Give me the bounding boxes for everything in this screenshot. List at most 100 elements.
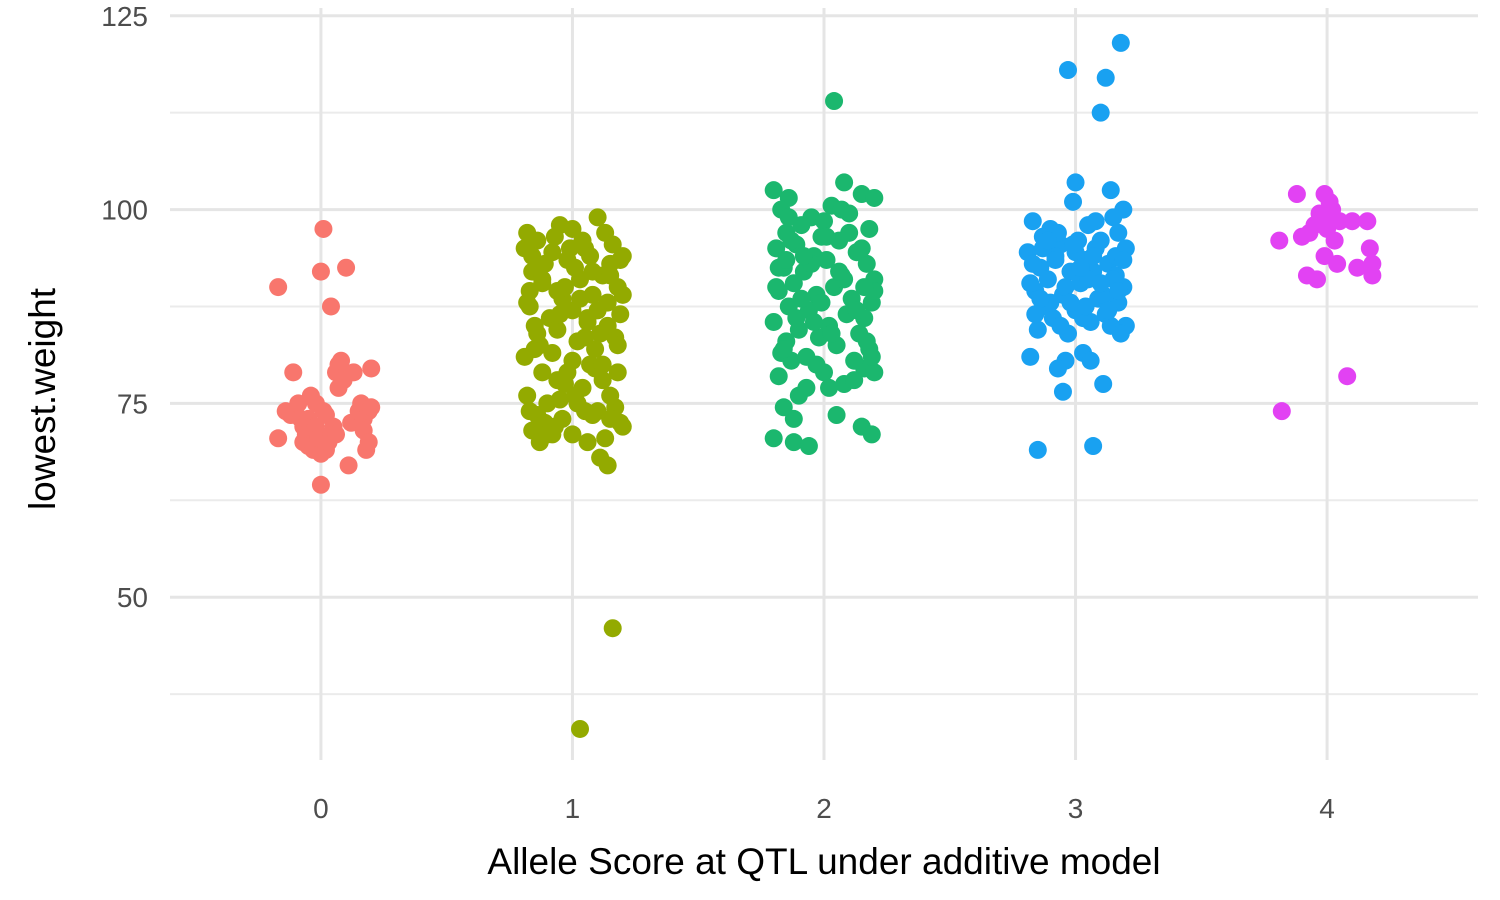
data-point xyxy=(1360,239,1379,258)
y-axis-tick-labels: 50 75 100 125 xyxy=(101,1,148,613)
data-point xyxy=(1021,347,1040,366)
data-point xyxy=(583,262,602,281)
data-point xyxy=(563,219,582,238)
data-point xyxy=(1021,274,1040,293)
data-point xyxy=(581,355,600,374)
data-point xyxy=(1114,250,1133,269)
data-point xyxy=(329,378,348,397)
data-point xyxy=(1038,231,1057,250)
data-point xyxy=(1028,320,1047,339)
data-point xyxy=(520,402,539,421)
data-point xyxy=(515,347,534,366)
data-point xyxy=(591,448,610,467)
data-point xyxy=(1328,254,1347,273)
data-point xyxy=(596,429,615,448)
data-point xyxy=(1028,440,1047,459)
data-point xyxy=(774,398,793,417)
data-point xyxy=(840,223,859,242)
data-point xyxy=(571,719,590,738)
data-point xyxy=(1323,208,1342,227)
data-point xyxy=(1348,258,1367,277)
data-point xyxy=(822,324,841,343)
data-point xyxy=(565,258,584,277)
grid-lines xyxy=(170,8,1478,760)
data-point xyxy=(779,208,798,227)
data-point xyxy=(1109,223,1128,242)
x-axis-tick-labels: 0 1 2 3 4 xyxy=(313,793,1335,824)
data-point xyxy=(1064,235,1083,254)
data-point xyxy=(1071,258,1090,277)
data-point xyxy=(812,293,831,312)
data-point xyxy=(1031,289,1050,308)
data-point xyxy=(1091,231,1110,250)
data-point xyxy=(862,347,881,366)
data-point xyxy=(1023,254,1042,273)
data-point xyxy=(1048,359,1067,378)
data-point xyxy=(548,320,567,339)
data-point xyxy=(1051,316,1070,335)
data-point xyxy=(1287,185,1306,204)
data-point xyxy=(1064,192,1083,211)
data-point xyxy=(284,363,303,382)
data-point xyxy=(1096,68,1115,87)
data-point xyxy=(269,429,288,448)
data-point xyxy=(860,219,879,238)
data-point xyxy=(611,413,630,432)
x-axis-title: Allele Score at QTL under additive model xyxy=(487,841,1160,882)
data-point xyxy=(518,293,537,312)
data-point xyxy=(862,425,881,444)
data-point xyxy=(586,340,605,359)
data-point xyxy=(797,378,816,397)
data-point xyxy=(1292,227,1311,246)
data-point xyxy=(344,363,363,382)
y-tick-label: 50 xyxy=(117,582,148,613)
data-point xyxy=(548,281,567,300)
data-point xyxy=(1099,301,1118,320)
data-point xyxy=(583,406,602,425)
data-point xyxy=(337,258,356,277)
data-point xyxy=(764,429,783,448)
data-point xyxy=(311,262,330,281)
data-point xyxy=(1272,402,1291,421)
x-tick-label: 0 xyxy=(313,793,329,824)
x-tick-label: 3 xyxy=(1068,793,1084,824)
data-point xyxy=(608,363,627,382)
data-point xyxy=(784,274,803,293)
data-point xyxy=(543,343,562,362)
data-point xyxy=(269,278,288,297)
data-point xyxy=(611,250,630,269)
data-point xyxy=(563,351,582,370)
data-point xyxy=(1091,103,1110,122)
data-point xyxy=(865,363,884,382)
data-point xyxy=(578,433,597,452)
data-point xyxy=(311,475,330,494)
data-point xyxy=(797,347,816,366)
data-point xyxy=(1023,212,1042,231)
data-point xyxy=(1363,266,1382,285)
x-tick-label: 1 xyxy=(565,793,581,824)
data-point xyxy=(764,181,783,200)
data-point xyxy=(767,239,786,258)
data-point xyxy=(847,301,866,320)
data-point xyxy=(327,425,346,444)
data-point xyxy=(804,312,823,331)
data-point xyxy=(769,367,788,386)
data-point xyxy=(857,332,876,351)
data-point xyxy=(538,425,557,444)
data-point xyxy=(1111,33,1130,52)
data-point xyxy=(608,336,627,355)
data-point xyxy=(593,355,612,374)
data-point xyxy=(832,200,851,219)
data-point xyxy=(845,371,864,390)
data-point xyxy=(767,278,786,297)
data-point xyxy=(339,456,358,475)
data-point xyxy=(1358,212,1377,231)
data-point xyxy=(603,235,622,254)
data-point xyxy=(362,359,381,378)
data-point xyxy=(774,340,793,359)
data-point xyxy=(784,433,803,452)
data-point xyxy=(601,266,620,285)
data-point xyxy=(576,328,595,347)
y-tick-label: 75 xyxy=(117,388,148,419)
